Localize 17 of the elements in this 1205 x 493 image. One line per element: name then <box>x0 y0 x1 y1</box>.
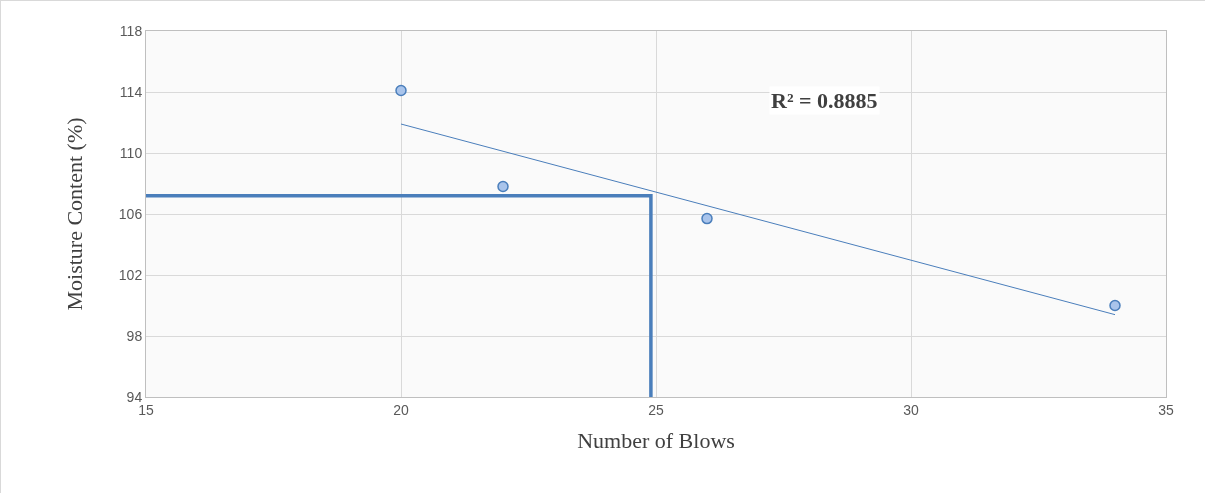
point <box>395 84 407 97</box>
y-tick-label: 118 <box>119 22 143 39</box>
y-axis-title: Moisture Content (%) <box>61 117 87 311</box>
x-axis-title: Number of Blows <box>577 427 735 453</box>
x-tick-label: 30 <box>903 401 919 418</box>
annotation: R² = 0.8885 <box>771 88 878 113</box>
point <box>1109 299 1121 312</box>
y-tick-label: 106 <box>118 205 143 222</box>
x-tick-label: 35 <box>1158 401 1174 418</box>
y-tick-label: 114 <box>119 83 143 100</box>
point <box>497 180 509 193</box>
y-tick-label: 98 <box>126 327 143 344</box>
y-tick-label: 102 <box>118 266 143 283</box>
y-tick-label: 110 <box>119 144 143 161</box>
point <box>701 212 713 225</box>
x-tick-label: 25 <box>648 401 664 418</box>
x-tick-label: 20 <box>393 401 409 418</box>
